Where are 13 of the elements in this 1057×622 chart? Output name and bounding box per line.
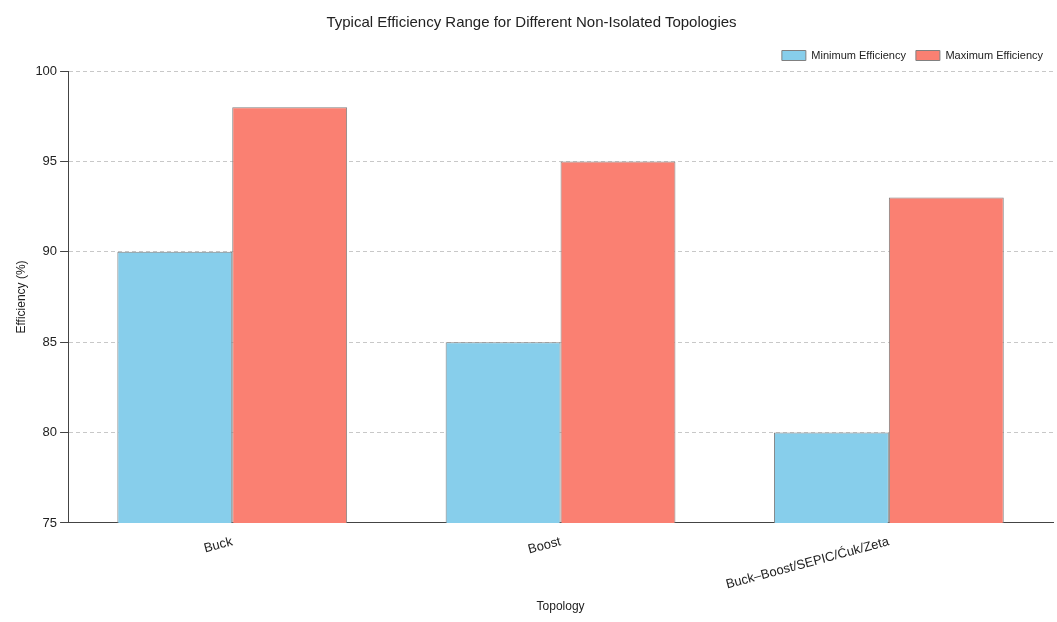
y-tick-label: 85 bbox=[42, 333, 58, 349]
x-axis-title: Topology bbox=[536, 599, 585, 614]
y-tick-label: 95 bbox=[42, 152, 58, 168]
y-tick-label: 75 bbox=[42, 514, 58, 530]
y-axis-title: Efficiency (%) bbox=[13, 260, 28, 334]
legend-label: Minimum Efficiency bbox=[811, 48, 907, 61]
y-tick-label: 100 bbox=[35, 62, 58, 78]
x-tick-label: Boost bbox=[526, 533, 563, 557]
y-tick-label: 90 bbox=[42, 243, 58, 259]
chart-title: Typical Efficiency Range for Different Non-Isolated Topologies bbox=[326, 13, 737, 31]
legend-label: Maximum Efficiency bbox=[945, 48, 1044, 61]
x-tick-label: Buck bbox=[202, 533, 235, 556]
y-tick-label: 80 bbox=[42, 424, 58, 440]
